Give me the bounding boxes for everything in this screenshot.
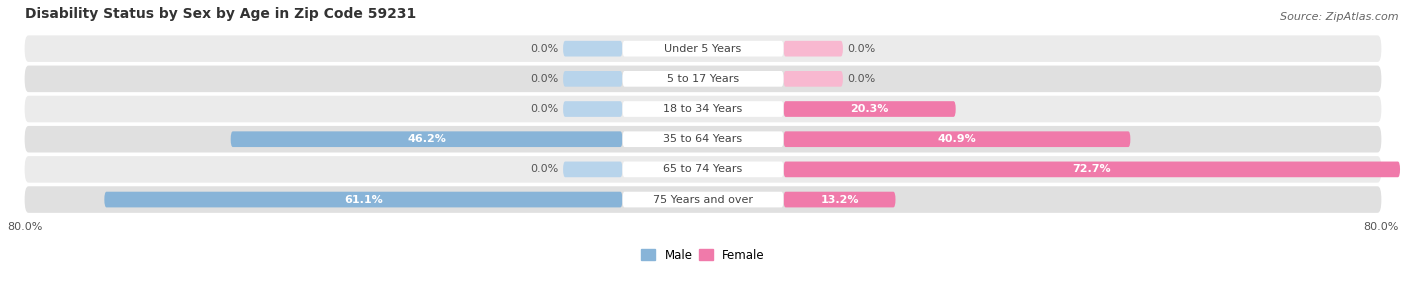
Text: 61.1%: 61.1% [344,195,382,205]
Text: 20.3%: 20.3% [851,104,889,114]
FancyBboxPatch shape [25,66,1381,92]
Text: 0.0%: 0.0% [848,74,876,84]
Text: Source: ZipAtlas.com: Source: ZipAtlas.com [1281,12,1399,22]
FancyBboxPatch shape [623,161,783,177]
Text: 40.9%: 40.9% [938,134,976,144]
FancyBboxPatch shape [562,161,623,177]
FancyBboxPatch shape [104,192,623,207]
Text: 0.0%: 0.0% [530,44,558,54]
FancyBboxPatch shape [562,71,623,87]
FancyBboxPatch shape [623,101,783,117]
FancyBboxPatch shape [783,101,956,117]
FancyBboxPatch shape [25,126,1381,153]
FancyBboxPatch shape [783,131,1130,147]
Text: 0.0%: 0.0% [530,104,558,114]
FancyBboxPatch shape [25,156,1381,183]
FancyBboxPatch shape [623,192,783,207]
Text: 0.0%: 0.0% [530,164,558,174]
FancyBboxPatch shape [562,41,623,57]
FancyBboxPatch shape [783,41,844,57]
Text: Disability Status by Sex by Age in Zip Code 59231: Disability Status by Sex by Age in Zip C… [25,7,416,21]
FancyBboxPatch shape [231,131,623,147]
FancyBboxPatch shape [623,41,783,57]
Text: 65 to 74 Years: 65 to 74 Years [664,164,742,174]
FancyBboxPatch shape [783,192,896,207]
Text: 72.7%: 72.7% [1073,164,1111,174]
Text: 35 to 64 Years: 35 to 64 Years [664,134,742,144]
FancyBboxPatch shape [623,71,783,87]
Text: 0.0%: 0.0% [530,74,558,84]
Text: 18 to 34 Years: 18 to 34 Years [664,104,742,114]
FancyBboxPatch shape [25,186,1381,213]
FancyBboxPatch shape [25,35,1381,62]
FancyBboxPatch shape [783,71,844,87]
FancyBboxPatch shape [623,131,783,147]
FancyBboxPatch shape [562,101,623,117]
Text: 46.2%: 46.2% [408,134,446,144]
FancyBboxPatch shape [25,96,1381,122]
FancyBboxPatch shape [783,161,1400,177]
Text: 0.0%: 0.0% [848,44,876,54]
Text: 13.2%: 13.2% [820,195,859,205]
Text: 75 Years and over: 75 Years and over [652,195,754,205]
Legend: Male, Female: Male, Female [637,244,769,267]
Text: 5 to 17 Years: 5 to 17 Years [666,74,740,84]
Text: Under 5 Years: Under 5 Years [665,44,741,54]
